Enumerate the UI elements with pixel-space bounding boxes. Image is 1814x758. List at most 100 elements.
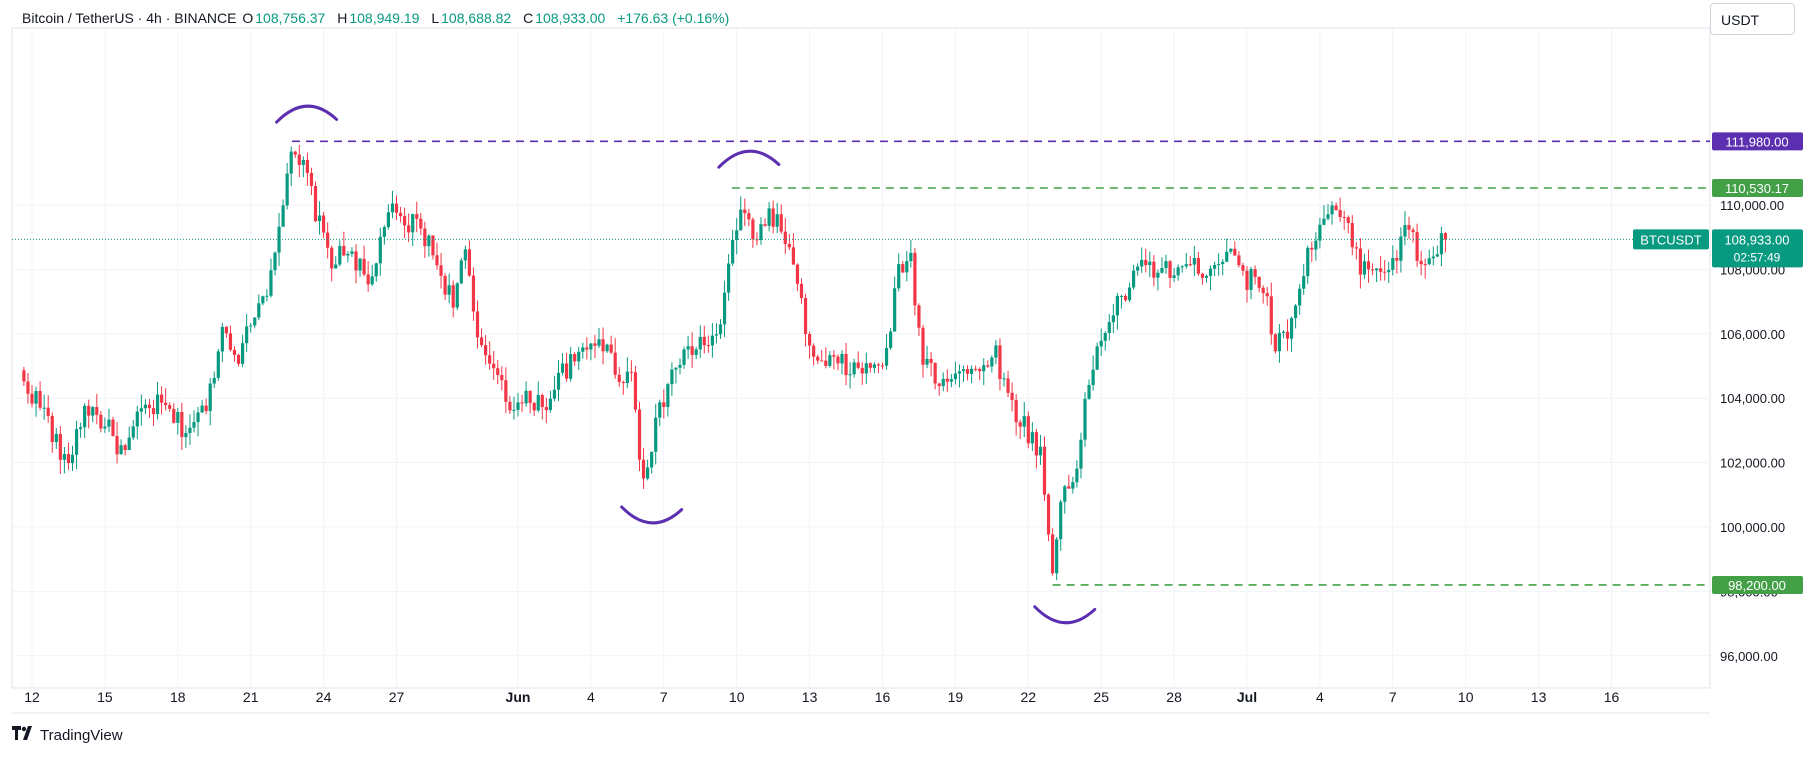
candle-body (880, 365, 885, 367)
candle-body (467, 249, 471, 276)
candle-body (488, 355, 492, 364)
candle-body (775, 214, 779, 227)
x-tick-label: 4 (1316, 689, 1324, 705)
candle-body (374, 263, 378, 277)
candle-body (1123, 295, 1128, 301)
candle-body (253, 317, 257, 326)
x-tick-label: 7 (660, 689, 668, 705)
candle-body (1026, 416, 1030, 444)
candle-body (1063, 486, 1067, 502)
candle-body (492, 363, 496, 369)
candle-body (706, 345, 710, 347)
candle-body (682, 349, 686, 365)
tradingview-brand[interactable]: TradingView (12, 726, 123, 745)
candle-body (403, 216, 407, 226)
candle-body (366, 274, 370, 285)
candle-body (378, 236, 382, 264)
candle-body (346, 253, 350, 256)
candle-body (1156, 272, 1160, 278)
candle-body (524, 390, 528, 404)
candle-body (196, 412, 200, 423)
candle-body (1358, 248, 1362, 275)
candle-body (520, 402, 524, 404)
candle-body (1366, 261, 1371, 270)
candle-body (836, 356, 840, 364)
candle-body (795, 264, 800, 284)
candle-body (180, 412, 184, 438)
candle-body (1249, 269, 1253, 290)
candle-body (484, 345, 488, 356)
candle-body (273, 252, 277, 271)
candle-body (358, 258, 362, 271)
candle-body (1375, 268, 1379, 271)
candle-body (1273, 334, 1277, 352)
candle-body (577, 351, 581, 362)
candle-body (79, 427, 83, 430)
candle-body (1435, 254, 1439, 257)
candle-body (1342, 217, 1346, 219)
candle-body (297, 154, 301, 165)
candle-body (131, 426, 135, 438)
candle-body (718, 324, 723, 335)
candle-body (66, 454, 71, 464)
candle-body (1285, 331, 1290, 339)
candle-body (860, 367, 864, 374)
symbol-title[interactable]: Bitcoin / TetherUS · 4h · BINANCE (22, 10, 237, 26)
candle-body (204, 405, 208, 412)
candle-body (1055, 539, 1059, 574)
candle-body (593, 343, 597, 346)
x-tick-label: 10 (729, 689, 745, 705)
candle-body (1419, 260, 1423, 265)
candle-body (844, 353, 848, 376)
candle-body (257, 303, 261, 318)
candle-body (1115, 296, 1119, 316)
candle-body (552, 389, 557, 399)
level-price-label: 98,200.00 (1728, 578, 1786, 593)
candle-body (119, 445, 123, 455)
x-tick-label: 19 (948, 689, 964, 705)
candle-body (1046, 494, 1051, 535)
candle-body (974, 368, 978, 370)
candle-body (961, 369, 966, 372)
candle-body (767, 208, 771, 226)
candle-body (1217, 264, 1221, 266)
candle-body (443, 275, 447, 295)
candle-body (990, 357, 994, 367)
candle-body (1200, 273, 1205, 278)
candle-body (686, 346, 690, 350)
candle-body (735, 230, 739, 240)
candle-body (1213, 264, 1217, 269)
candle-body (289, 151, 293, 174)
candle-body (1119, 295, 1124, 297)
candle-body (362, 258, 366, 275)
candle-body (872, 364, 876, 368)
candle-body (1411, 229, 1415, 233)
candle-body (1034, 432, 1038, 456)
candle-body (1298, 288, 1302, 306)
candle-body (1277, 332, 1281, 352)
candle-body (224, 326, 228, 334)
candle-body (646, 467, 650, 479)
candle-body (1087, 385, 1091, 399)
candle-body (232, 349, 237, 355)
candle-body (1018, 422, 1022, 427)
candle-body (317, 215, 322, 222)
candle-body (840, 353, 844, 364)
candle-body (897, 264, 901, 289)
currency-selector[interactable]: USDT (1710, 3, 1795, 35)
candle-body (1010, 392, 1014, 401)
candle-body (909, 252, 913, 262)
candle-body (1395, 258, 1399, 261)
candle-body (38, 391, 42, 408)
level-price-label: 110,530.17 (1725, 181, 1789, 196)
candle-body (949, 379, 953, 382)
low-label: L (431, 10, 440, 26)
candle-body (694, 349, 698, 355)
candle-body (1379, 268, 1383, 272)
candle-body (241, 343, 245, 364)
candle-body (1330, 205, 1334, 215)
y-tick-label: 104,000.00 (1720, 391, 1785, 406)
candle-body (1022, 416, 1026, 427)
candle-body (350, 251, 354, 254)
